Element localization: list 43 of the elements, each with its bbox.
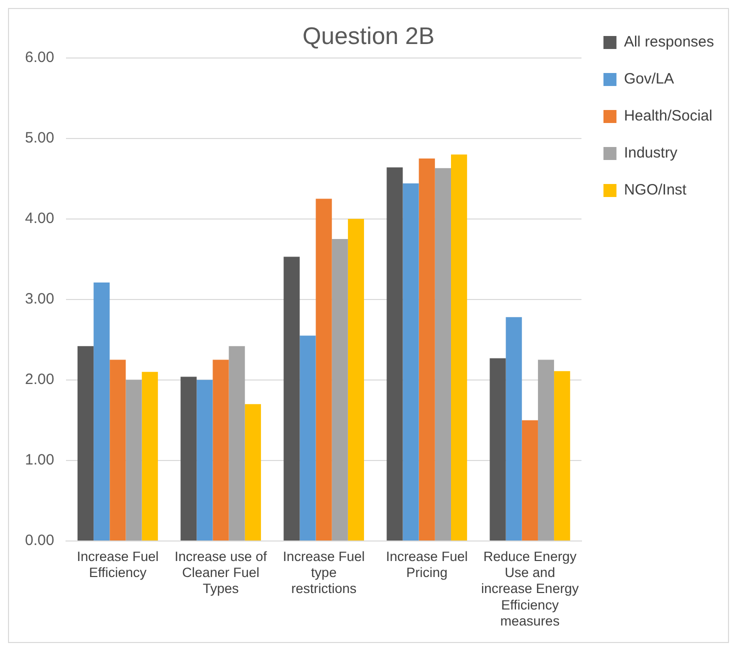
bar — [94, 282, 110, 540]
bar — [418, 158, 435, 540]
y-tick-label: 5.00 — [24, 129, 54, 146]
bar — [78, 346, 94, 540]
x-tick-label: Increase Fuel type restrictions — [282, 548, 365, 596]
y-tick-label: 6.00 — [24, 48, 54, 66]
legend-label: Industry — [624, 144, 678, 162]
legend-label: NGO/Inst — [624, 182, 688, 199]
bar — [212, 360, 229, 540]
y-tick-label: 4.00 — [24, 210, 54, 228]
bar — [538, 360, 554, 540]
x-tick-label: Increase Fuel Pricing — [386, 548, 468, 580]
legend-label: Health/Social — [624, 108, 712, 125]
x-tick-label: Reduce Energy Use and increase Energy Efficiency measures — [481, 548, 579, 629]
bar — [450, 154, 468, 540]
bar — [142, 372, 158, 540]
bar — [554, 371, 570, 540]
bar — [126, 380, 142, 540]
bar — [244, 404, 261, 540]
bar — [434, 168, 451, 540]
bar — [522, 420, 538, 540]
bar — [196, 380, 213, 540]
bar — [110, 360, 126, 540]
y-tick-label: 2.00 — [24, 371, 54, 388]
chart-title: Question 2B — [302, 23, 435, 50]
bar — [386, 167, 403, 540]
bar — [402, 183, 419, 540]
bar — [300, 336, 316, 540]
y-tick-label: 1.00 — [24, 452, 54, 469]
bar — [348, 218, 364, 540]
y-tick-label: 3.00 — [24, 290, 54, 308]
bar — [180, 376, 197, 540]
bar — [332, 239, 348, 540]
x-tick-label: Increase Fuel Efficiency — [76, 548, 159, 580]
bar — [316, 198, 332, 540]
bar — [228, 346, 245, 540]
bar — [284, 256, 300, 540]
legend-label: Gov/LA — [624, 70, 674, 88]
bar — [506, 317, 522, 540]
legend-label: All responses — [624, 34, 714, 51]
bar — [490, 358, 506, 540]
y-tick-label: 0.00 — [24, 532, 54, 550]
x-tick-label: Increase use of Cleaner Fuel Types — [174, 548, 268, 596]
